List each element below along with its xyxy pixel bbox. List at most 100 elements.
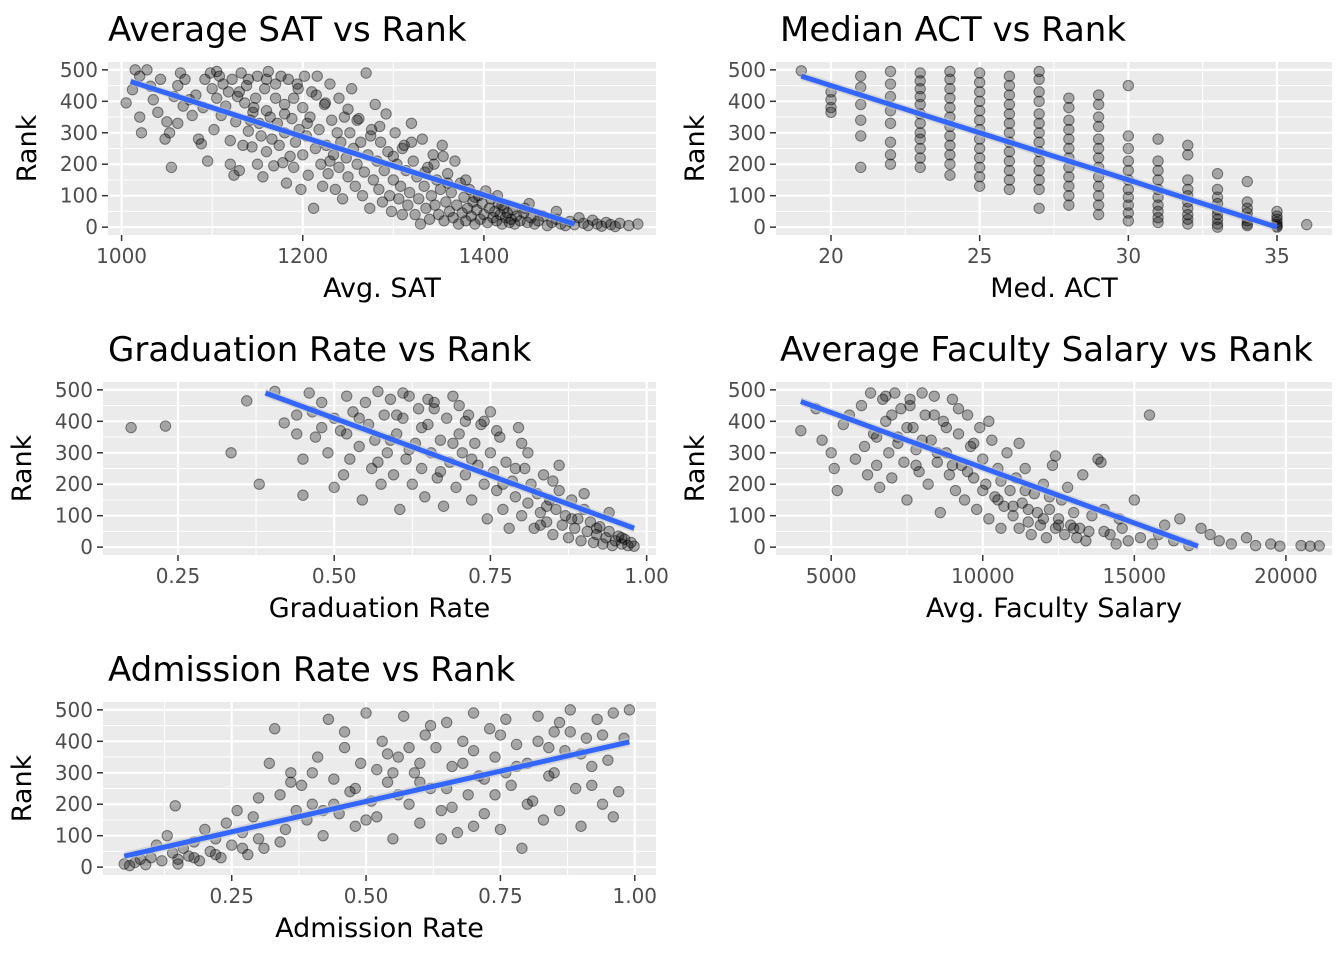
data-point bbox=[1033, 155, 1045, 167]
y-tick-label: 500 bbox=[728, 378, 766, 402]
data-point bbox=[614, 217, 626, 230]
data-point bbox=[547, 528, 559, 541]
data-point bbox=[901, 421, 913, 434]
data-point bbox=[510, 210, 523, 222]
data-point bbox=[600, 216, 612, 229]
data-point bbox=[282, 73, 294, 86]
data-point bbox=[353, 112, 365, 125]
data-point bbox=[252, 833, 265, 845]
data-point bbox=[452, 218, 465, 230]
data-point bbox=[880, 415, 892, 428]
data-point bbox=[1092, 142, 1105, 155]
data-point bbox=[1122, 164, 1135, 177]
data-point bbox=[252, 792, 265, 804]
y-tick-label: 200 bbox=[728, 152, 766, 176]
data-point bbox=[415, 462, 428, 475]
data-point bbox=[483, 202, 496, 214]
data-point bbox=[440, 196, 452, 208]
data-point bbox=[605, 218, 617, 231]
data-point bbox=[1019, 462, 1031, 475]
data-point bbox=[367, 174, 380, 186]
chart-panel-2: Graduation Rate vs Rank 0.25 0.50 0.75 1.00 0… bbox=[7, 330, 669, 624]
data-point bbox=[152, 106, 164, 119]
data-point bbox=[548, 767, 560, 779]
data-point bbox=[360, 67, 372, 79]
data-point bbox=[537, 814, 550, 826]
data-point bbox=[944, 139, 956, 152]
data-point bbox=[451, 199, 463, 211]
data-point bbox=[508, 218, 521, 230]
x-tick-label: 0.75 bbox=[478, 884, 523, 908]
data-point bbox=[528, 218, 541, 230]
data-point bbox=[262, 65, 275, 78]
data-point bbox=[429, 199, 441, 211]
data-point bbox=[172, 858, 184, 870]
data-point bbox=[1182, 174, 1194, 186]
data-point bbox=[484, 406, 497, 418]
x-tick-label: 0.25 bbox=[156, 564, 201, 588]
data-point bbox=[402, 199, 414, 211]
data-point bbox=[195, 138, 207, 150]
data-point bbox=[447, 437, 459, 450]
chart-title: Median ACT vs Rank bbox=[780, 10, 1126, 50]
data-point bbox=[217, 78, 229, 90]
regression-line bbox=[800, 73, 1278, 230]
data-point bbox=[394, 503, 406, 516]
data-point bbox=[973, 95, 986, 108]
data-point bbox=[983, 415, 995, 428]
data-point bbox=[564, 726, 576, 738]
data-point bbox=[973, 171, 986, 183]
data-point bbox=[1013, 437, 1025, 450]
data-point bbox=[381, 447, 394, 459]
data-point bbox=[1143, 409, 1156, 421]
data-point bbox=[586, 760, 598, 773]
data-point bbox=[944, 65, 956, 78]
data-point bbox=[414, 757, 426, 770]
data-point bbox=[369, 98, 381, 111]
data-point bbox=[430, 741, 442, 754]
data-point bbox=[481, 513, 493, 525]
data-point bbox=[1033, 136, 1045, 148]
data-point bbox=[573, 212, 585, 224]
data-point bbox=[291, 409, 303, 421]
data-point bbox=[864, 387, 877, 399]
data-point bbox=[456, 447, 468, 459]
data-point bbox=[1049, 450, 1062, 462]
data-point bbox=[521, 798, 533, 810]
data-point bbox=[249, 92, 262, 104]
data-point bbox=[591, 218, 603, 230]
data-point bbox=[425, 189, 438, 202]
data-point bbox=[528, 522, 540, 534]
data-point bbox=[419, 491, 431, 503]
data-point bbox=[944, 92, 956, 104]
data-point bbox=[931, 456, 943, 468]
data-point bbox=[174, 67, 187, 79]
data-point bbox=[358, 166, 371, 178]
data-point bbox=[233, 86, 246, 98]
data-point bbox=[914, 98, 926, 111]
data-point bbox=[447, 390, 459, 402]
data-point bbox=[949, 484, 962, 497]
data-point bbox=[406, 478, 419, 490]
data-point bbox=[540, 500, 553, 512]
data-point bbox=[1064, 519, 1077, 531]
data-point bbox=[484, 447, 497, 459]
data-point bbox=[279, 823, 292, 836]
data-point bbox=[526, 795, 539, 807]
data-point bbox=[371, 763, 383, 776]
data-point bbox=[973, 152, 986, 164]
data-point bbox=[387, 469, 400, 481]
data-point bbox=[204, 845, 216, 858]
data-point bbox=[1182, 213, 1194, 225]
data-point bbox=[553, 804, 566, 817]
data-point bbox=[333, 161, 345, 174]
data-point bbox=[266, 133, 278, 145]
data-point bbox=[1063, 92, 1075, 104]
data-point bbox=[602, 754, 614, 766]
data-point bbox=[437, 150, 449, 163]
y-tick-label: 0 bbox=[85, 215, 98, 239]
data-point bbox=[1134, 532, 1147, 544]
data-point bbox=[519, 462, 531, 475]
data-point bbox=[459, 415, 472, 428]
data-point bbox=[597, 538, 609, 550]
